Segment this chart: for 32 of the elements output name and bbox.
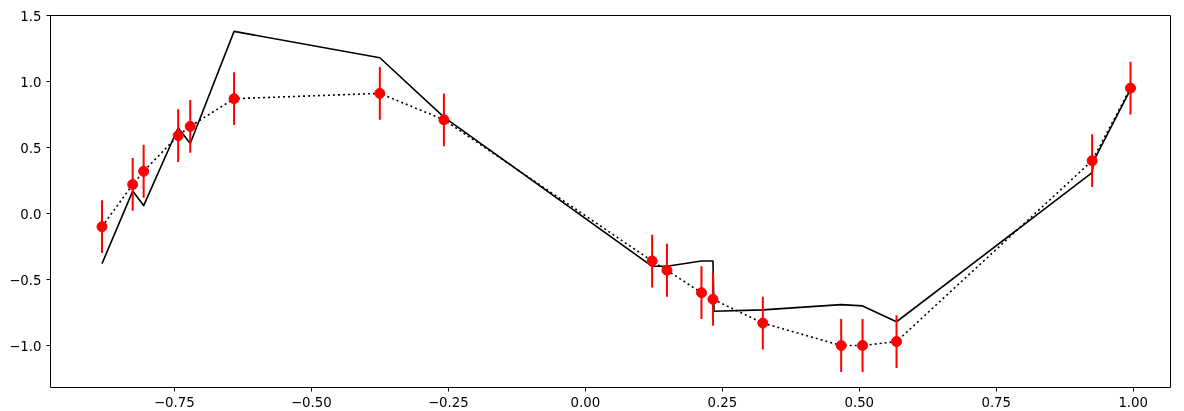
y-tick-label: 0.0 xyxy=(20,206,42,222)
point xyxy=(857,340,869,352)
x-tick-label: −0.50 xyxy=(290,394,332,410)
x-tick-label: 1.00 xyxy=(1118,394,1149,410)
point xyxy=(96,221,108,233)
y-tick-label: −1.0 xyxy=(9,338,42,354)
point xyxy=(835,340,847,352)
point xyxy=(172,130,184,142)
y-tick-label: 1.5 xyxy=(20,8,42,24)
x-tick-label: 0.75 xyxy=(981,394,1012,410)
point xyxy=(127,178,139,190)
point xyxy=(891,336,903,348)
y-tick-label: −0.5 xyxy=(9,272,42,288)
point xyxy=(646,255,658,267)
x-tick-label: 0.25 xyxy=(707,394,738,410)
x-tick-label: −0.25 xyxy=(427,394,469,410)
point xyxy=(184,120,196,132)
point xyxy=(374,87,386,99)
point xyxy=(661,264,673,276)
point xyxy=(438,114,450,126)
point xyxy=(228,93,240,105)
x-tick-label: 0.00 xyxy=(570,394,601,410)
x-tick-label: −0.75 xyxy=(153,394,195,410)
x-tick-label: 0.50 xyxy=(844,394,875,410)
y-tick-label: 1.0 xyxy=(20,74,42,90)
point xyxy=(138,165,150,177)
point xyxy=(695,287,707,299)
y-tick-label: 0.5 xyxy=(20,140,42,156)
point xyxy=(1086,155,1098,167)
point xyxy=(757,317,769,329)
point xyxy=(707,293,719,305)
point xyxy=(1125,82,1136,94)
